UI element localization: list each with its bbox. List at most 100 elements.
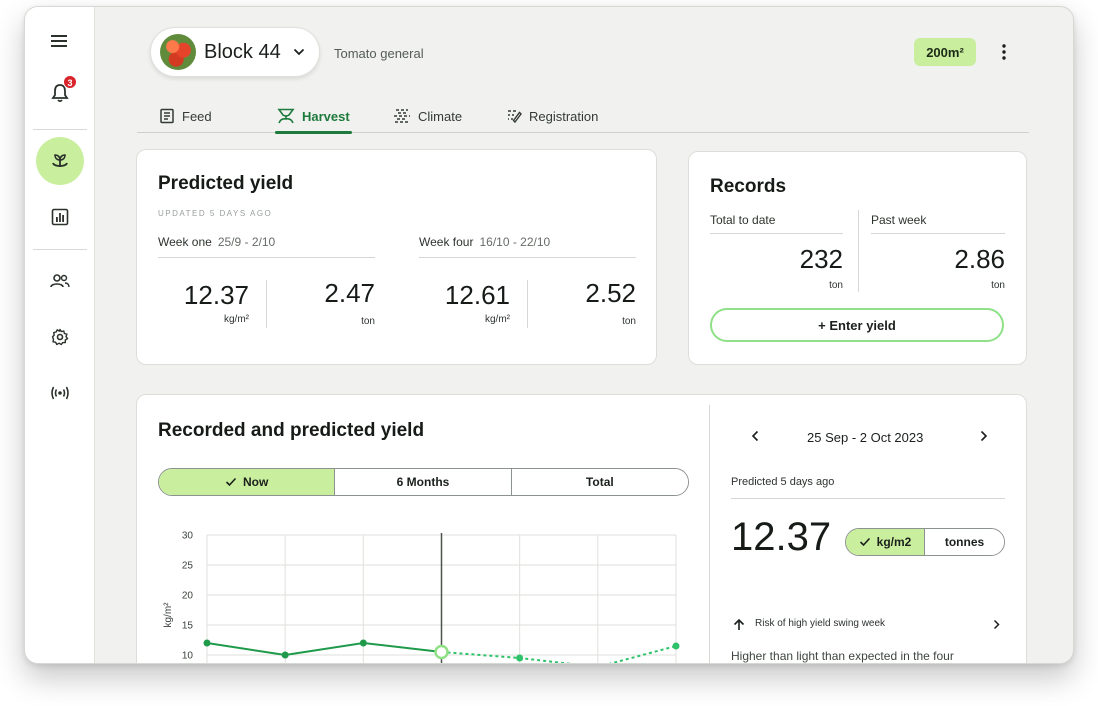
yield-chart-card: Recorded and predicted yield Now 6 Month… (136, 394, 1027, 665)
avatar (160, 34, 196, 70)
card-title: Predicted yield (158, 173, 294, 194)
block-name: Block 44 (204, 40, 281, 63)
card-title: Recorded and predicted yield (158, 420, 425, 441)
range-total-button[interactable]: Total (511, 469, 688, 495)
tab-harvest[interactable]: Harvest (275, 99, 352, 134)
area-badge: 200m² (914, 38, 976, 66)
app-window: 3 Block 44 Tomato general 200m² F (24, 6, 1074, 664)
recorded-point (359, 639, 367, 647)
arrow-up-icon (733, 618, 745, 630)
predicted-point (594, 664, 601, 665)
recorded-point (281, 651, 289, 659)
plant-icon (52, 154, 68, 167)
unit-tonnes-button[interactable]: tonnes (925, 529, 1004, 555)
sidebar: 3 (25, 7, 95, 663)
unit-label: ton (622, 316, 636, 327)
tab-label: Feed (182, 108, 212, 124)
week-yield-value: 12.37 (731, 515, 832, 559)
divider (527, 280, 528, 328)
week-one-kgm2-value: 12.37 (183, 280, 249, 310)
more-vertical-icon (1002, 44, 1006, 60)
previous-week-button[interactable] (745, 426, 765, 446)
week-four-label: Week four 16/10 - 22/10 (419, 235, 551, 249)
range-now-button[interactable]: Now (159, 469, 336, 495)
card-title: Records (710, 176, 787, 197)
unit-label: ton (361, 316, 375, 327)
y-tick-label: 25 (182, 561, 194, 572)
predicted-point (672, 642, 680, 650)
range-selector: Now 6 Months Total (158, 468, 689, 496)
updated-label: UPDATED 5 DAYS AGO (158, 209, 273, 218)
menu-icon (51, 35, 67, 47)
chevron-right-icon (980, 430, 988, 442)
week-four-kgm2-value: 12.61 (444, 280, 510, 310)
check-icon (859, 537, 870, 547)
divider (871, 233, 1005, 234)
divider (419, 257, 636, 258)
divider (709, 405, 710, 663)
tab-bar: Feed Harvest Climate Registration (137, 99, 1029, 134)
total-to-date-value: 232 (799, 244, 843, 274)
week-one-ton-value: 2.47 (324, 278, 375, 308)
unit-toggle: kg/m2 tonnes (845, 528, 1005, 556)
y-tick-label: 30 (182, 531, 194, 542)
tab-climate[interactable]: Climate (393, 99, 462, 133)
yield-line-chart: 30 25 20 15 10 kg/m² (163, 531, 680, 665)
tab-registration[interactable]: Registration (506, 99, 598, 133)
sidebar-item-settings[interactable] (36, 313, 84, 361)
unit-label: ton (829, 280, 843, 291)
climate-icon (394, 109, 410, 123)
registration-icon (508, 110, 522, 124)
sidebar-item-reports[interactable] (36, 193, 84, 241)
block-selector[interactable]: Block 44 (150, 27, 320, 77)
chevron-right-icon (993, 619, 1000, 630)
highlighted-point (434, 644, 449, 660)
total-to-date-label: Total to date (710, 213, 776, 227)
document-icon (160, 108, 174, 124)
sidebar-divider (33, 129, 87, 130)
check-icon (225, 477, 237, 487)
predicted-point (516, 654, 524, 662)
unit-kgm2-button[interactable]: kg/m2 (846, 529, 925, 555)
unit-label: kg/m² (224, 314, 249, 325)
divider (731, 498, 1005, 499)
y-tick-label: 15 (182, 621, 194, 632)
y-axis-label: kg/m² (163, 602, 174, 628)
divider (710, 233, 843, 234)
risk-row[interactable]: Risk of high yield swing week (731, 615, 1005, 635)
tab-feed[interactable]: Feed (159, 99, 212, 133)
next-week-button[interactable] (974, 426, 994, 446)
sidebar-item-users[interactable] (36, 257, 84, 305)
y-tick-label: 10 (182, 651, 194, 662)
predicted-yield-card: Predicted yield UPDATED 5 DAYS AGO Week … (136, 149, 657, 365)
enter-yield-button[interactable]: + Enter yield (710, 308, 1004, 342)
signal-icon (51, 386, 69, 400)
notification-badge: 3 (63, 75, 77, 89)
crop-subtitle: Tomato general (334, 46, 424, 61)
unit-label: ton (991, 280, 1005, 291)
users-icon (50, 274, 70, 288)
tab-label: Harvest (302, 108, 350, 124)
tab-label: Registration (529, 108, 599, 124)
past-week-label: Past week (871, 213, 927, 227)
sidebar-item-sensors[interactable] (36, 369, 84, 417)
sidebar-item-crops[interactable] (36, 137, 84, 185)
more-options-button[interactable] (997, 41, 1011, 63)
harvest-icon (277, 108, 295, 124)
risk-description: Higher than light than expected in the f… (731, 649, 954, 663)
risk-label: Risk of high yield swing week (755, 618, 886, 629)
y-tick-label: 20 (182, 591, 194, 602)
menu-button[interactable] (36, 17, 84, 65)
notifications-button[interactable]: 3 (36, 69, 84, 117)
predicted-note: Predicted 5 days ago (731, 476, 835, 488)
recorded-series-line (206, 641, 442, 657)
chevron-left-icon (751, 430, 759, 442)
divider (266, 280, 267, 328)
past-week-value: 2.86 (954, 244, 1005, 274)
recorded-point (203, 639, 211, 647)
range-6-months-button[interactable]: 6 Months (335, 469, 512, 495)
week-one-label: Week one 25/9 - 2/10 (158, 235, 276, 249)
divider (158, 257, 375, 258)
unit-label: kg/m² (485, 314, 510, 325)
bar-chart-icon (51, 208, 69, 226)
